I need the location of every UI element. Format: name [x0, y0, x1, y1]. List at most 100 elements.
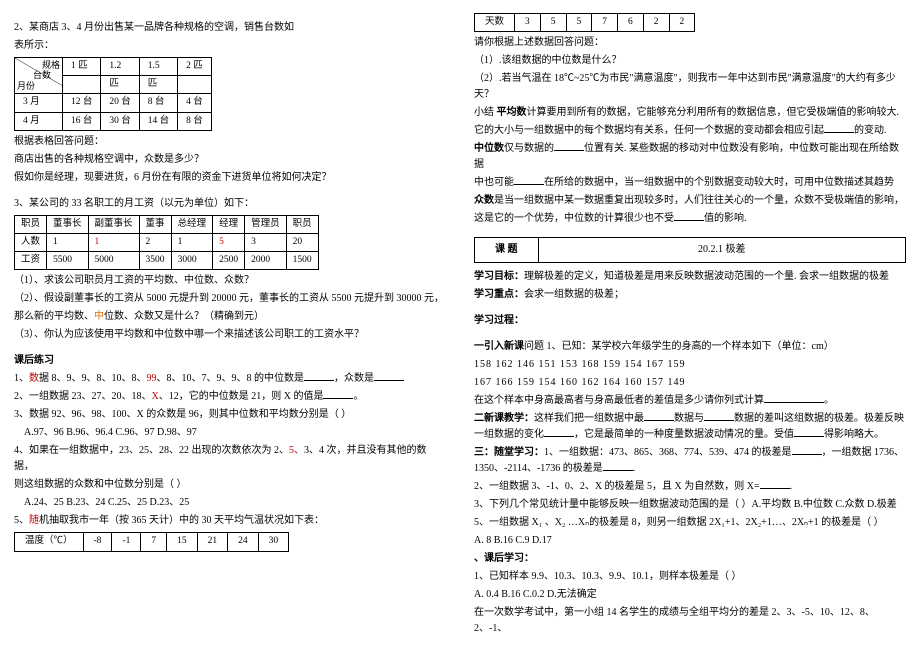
- s3: 三：随堂学习：1、一组数据：473、865、368、774、539、474 的极…: [474, 445, 906, 477]
- hw2: 2、一组数据 23、27、20、18、X、12，它的中位数是 21，则 X 的值…: [14, 389, 446, 405]
- q2-intro: 2、某商店 3、4 月份出售某一品牌各种规格的空调，销售台数如: [14, 20, 446, 36]
- note1: 小结 平均数计算要用到所有的数据，它能够充分利用所有的数据信息，但它受极端值的影…: [474, 105, 906, 121]
- hw-title: 课后练习: [14, 353, 446, 369]
- cell: 1.5: [139, 58, 177, 76]
- hw5: 5、随机抽取我市一年（按 365 天计）中的 30 天平均气温状况如下表：: [14, 513, 446, 529]
- cell: 5500: [47, 252, 89, 270]
- note6: 这是它的一个优势，中位数的计算很少也不受值的影响.: [474, 211, 906, 227]
- cell: 5: [213, 233, 245, 251]
- cell: 1.2: [101, 58, 139, 76]
- note3: 中位数仅与数据的位置有关. 某些数据的移动对中位数没有影响，中位数可能出现在所给…: [474, 141, 906, 173]
- note5: 众数是当一组数据中某一数据重复出现较多时，人们往往关心的一个量，众数不受极端值的…: [474, 193, 906, 209]
- cell: 1500: [286, 252, 318, 270]
- process: 学习过程：: [474, 313, 906, 329]
- hw2-title: 、课后学习：: [474, 551, 906, 567]
- course-title: 20.2.1 极差: [539, 238, 906, 262]
- table-ac: 规格 月份 台数 1 匹 1.2 1.5 2 匹 匹 匹 3 月 12 台 20…: [14, 57, 212, 131]
- hw2-1-opts: A. 0.4 B.16 C.0.2 D.无法确定: [474, 587, 906, 603]
- hw3: 3、数据 92、96、98、100、X 的众数是 96，则其中位数和平均数分别是…: [14, 407, 446, 423]
- cell: 4 台: [178, 94, 212, 112]
- obj1: 学习目标：理解极差的定义，知道极差是用来反映数据波动范围的一个量. 会求一组数据…: [474, 269, 906, 285]
- cell: 2 匹: [178, 58, 212, 76]
- table-salary: 职员 董事长 副董事长 董事 总经理 经理 管理员 职员 人数 1 1 2 1 …: [14, 215, 319, 271]
- cell: 总经理: [171, 215, 213, 233]
- cell: 3: [245, 233, 287, 251]
- q3a: （1）、求该公司职员月工资的平均数、中位数、众数？: [14, 273, 446, 289]
- q2a: 根据表格回答问题：: [14, 134, 446, 150]
- cell: 2500: [213, 252, 245, 270]
- cell: 3 月: [15, 94, 63, 112]
- obj2: 学习重点：会求一组数据的极差；: [474, 287, 906, 303]
- q2c: 假如你是经理，现要进货，6 月份在有限的资金下进货单位将如何决定？: [14, 170, 446, 186]
- cell: 4 月: [15, 112, 63, 130]
- cell: 3: [515, 14, 541, 32]
- cell: 温度（℃）: [15, 533, 84, 551]
- data1: 158 162 146 151 153 168 159 154 167 159: [474, 357, 906, 373]
- s3-4: 5、一组数据 X₁ 、X₂ …Xₙ的极差是 8，则另一组数据 2X₁+1、2X₂…: [474, 515, 906, 531]
- course-box: 课 题 20.2.1 极差: [474, 237, 906, 263]
- q3b: （2）、假设副董事长的工资从 5000 元提升到 20000 元，董事长的工资从…: [14, 291, 446, 307]
- note2: 它的大小与一组数据中的每个数据均有关系，任何一个数据的变动都会相应引起的变动.: [474, 123, 906, 139]
- cell: 21: [197, 533, 228, 551]
- hw2-1: 1、已知样本 9.9、10.3、10.3、9.9、10.1，则样本极差是（ ）: [474, 569, 906, 585]
- cell: 职员: [15, 215, 47, 233]
- q3c: 那么新的平均数、中位数、众数又是什么？（精确到元）: [14, 309, 446, 325]
- r3: （2）.若当气温在 18℃~25℃为市民"满意温度"，则我市一年中达到市民"满意…: [474, 71, 906, 103]
- data2: 167 166 159 154 160 162 164 160 157 149: [474, 375, 906, 391]
- hw4-opts: A.24、25 B.23、24 C.25、25 D.23、25: [14, 495, 446, 511]
- q2-intro2: 表所示：: [14, 38, 446, 54]
- cell: 5: [566, 14, 592, 32]
- cell: 12 台: [63, 94, 101, 112]
- cell: 1: [171, 233, 213, 251]
- q2b: 商店出售的各种规格空调中，众数是多少？: [14, 152, 446, 168]
- cell: 匹: [101, 76, 139, 94]
- cell: 8 台: [178, 112, 212, 130]
- hw2-2: 在一次数学考试中，第一小组 14 名学生的成绩与全组平均分的差是 2、3、-5、…: [474, 605, 906, 637]
- cell: 14 台: [139, 112, 177, 130]
- intro1: 一引入新课问题 1、已知：某学校六年级学生的身高的一个样本如下（单位：cm）: [474, 339, 906, 355]
- cell: [63, 76, 101, 94]
- cell: 职员: [286, 215, 318, 233]
- cell: 董事长: [47, 215, 89, 233]
- cell: 1 匹: [63, 58, 101, 76]
- cell: 经理: [213, 215, 245, 233]
- s3-2: 2、一组数据 3、-1、0、2、X 的极差是 5，且 X 为自然数，则 X=.: [474, 479, 906, 495]
- cell: 匹: [139, 76, 177, 94]
- table-temp: 温度（℃） -8 -1 7 15 21 24 30: [14, 532, 289, 551]
- cell: 2: [139, 233, 171, 251]
- cell: [178, 76, 212, 94]
- cell: -1: [112, 533, 141, 551]
- cell: 7: [592, 14, 618, 32]
- cell: 2: [643, 14, 669, 32]
- cell: 3000: [171, 252, 213, 270]
- cell: 2000: [245, 252, 287, 270]
- cell: 董事: [139, 215, 171, 233]
- note4: 中也可能在所给的数据中，当一组数据中的个别数据变动较大时，可用中位数描述其趋势: [474, 175, 906, 191]
- q3-intro: 3、某公司的 33 名职工的月工资（以元为单位）如下：: [14, 196, 446, 212]
- table-days: 天数 3 5 5 7 6 2 2: [474, 13, 695, 32]
- cell: 24: [228, 533, 259, 551]
- cell: 30 台: [101, 112, 139, 130]
- hw3-opts: A.97、96 B.96、96.4 C.96、97 D.98、97: [14, 425, 446, 441]
- r2: （1）.该组数据的中位数是什么？: [474, 53, 906, 69]
- cell: 5: [540, 14, 566, 32]
- intro2: 在这个样本中身高最高者与身高最低者的差值是多少请你列式计算。: [474, 393, 906, 409]
- cell: 30: [258, 533, 289, 551]
- cell: 5000: [88, 252, 139, 270]
- cell: 6: [618, 14, 644, 32]
- cell: 20 台: [101, 94, 139, 112]
- course-label: 课 题: [475, 238, 539, 262]
- cell: 天数: [475, 14, 515, 32]
- cell: 20: [286, 233, 318, 251]
- s3-4-opts: A. 8 B.16 C.9 D.17: [474, 533, 906, 549]
- r1: 请你根据上述数据回答问题：: [474, 35, 906, 51]
- hw4b: 则这组数据的众数和中位数分别是（ ）: [14, 477, 446, 493]
- hdr-count: 台数: [33, 68, 51, 82]
- cell: 人数: [15, 233, 47, 251]
- cell: 1: [88, 233, 139, 251]
- cell: 副董事长: [88, 215, 139, 233]
- s3-3: 3、下列几个常见统计量中能够反映一组数据波动范围的是（ ）A.平均数 B.中位数…: [474, 497, 906, 513]
- cell: 16 台: [63, 112, 101, 130]
- q3d: （3）、你认为应该使用平均数和中位数中哪一个来描述该公司职工的工资水平？: [14, 327, 446, 343]
- hw4: 4、如果在一组数据中，23、25、28、22 出现的次数依次为 2、5、3、4 …: [14, 443, 446, 475]
